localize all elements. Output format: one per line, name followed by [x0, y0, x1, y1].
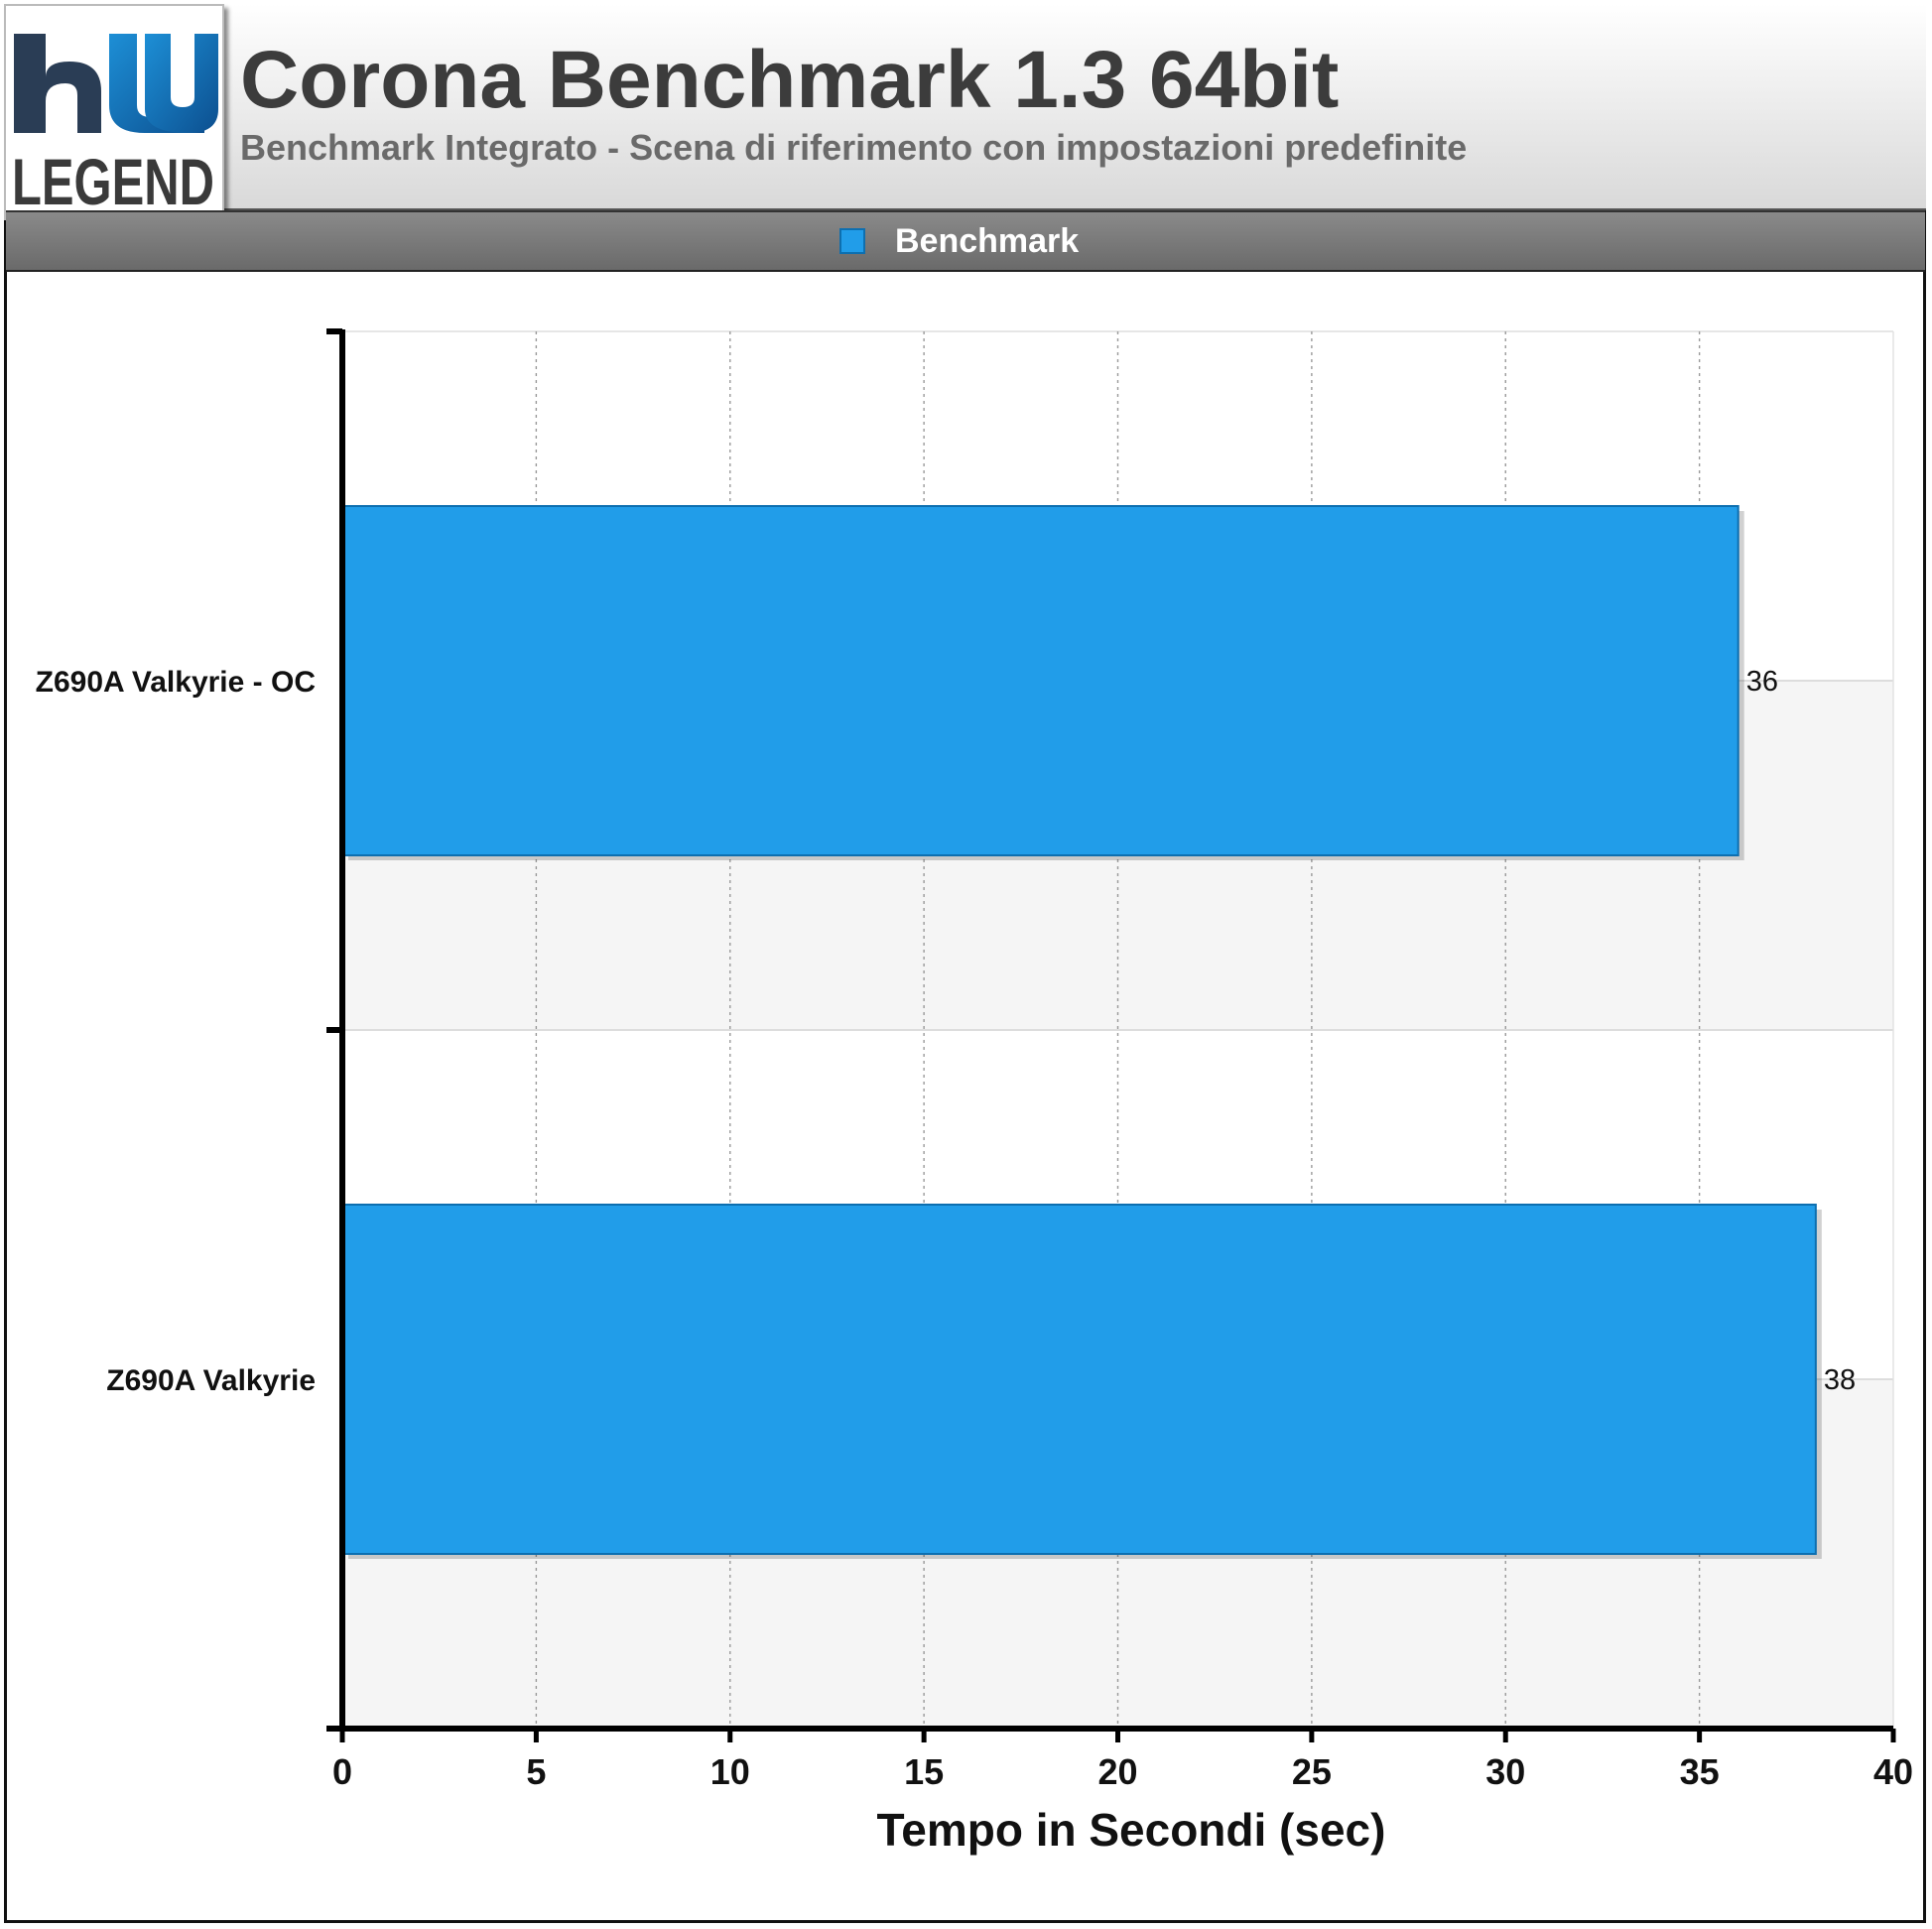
logo-text: LEGEND [12, 145, 214, 218]
chart-title: Corona Benchmark 1.3 64bit [240, 35, 1340, 125]
x-tick-label: 20 [1097, 1751, 1137, 1792]
grid-lines [535, 331, 1894, 1729]
axes [326, 328, 1896, 1742]
x-tick-label: 15 [904, 1751, 944, 1792]
category-label: Z690A Valkyrie - OC [36, 666, 316, 699]
x-tick-label: 30 [1485, 1751, 1525, 1792]
logo-mark-icon: LEGEND [12, 34, 218, 218]
x-tick-label: 25 [1292, 1751, 1332, 1792]
value-labels: 36 38 [1746, 666, 1856, 1396]
legend-swatch-benchmark [839, 228, 865, 254]
category-labels: Z690A Valkyrie - OC Z690A Valkyrie [36, 666, 316, 1397]
x-axis-title: Tempo in Secondi (sec) [877, 1804, 1386, 1856]
legend: Benchmark [6, 210, 1925, 272]
logo: LEGEND [4, 4, 224, 220]
value-label: 36 [1746, 666, 1778, 698]
bars [341, 505, 1822, 1559]
value-label: 38 [1824, 1364, 1856, 1396]
x-tick-label: 0 [332, 1751, 352, 1792]
x-tick-label: 35 [1680, 1751, 1720, 1792]
chart-subtitle: Benchmark Integrato - Scena di riferimen… [240, 127, 1468, 168]
x-tick-label: 40 [1873, 1751, 1913, 1792]
bar [341, 505, 1739, 856]
bar [341, 1204, 1817, 1555]
x-tick-label: 10 [710, 1751, 750, 1792]
x-tick-label: 5 [526, 1751, 546, 1792]
legend-label-benchmark: Benchmark [895, 222, 1080, 260]
category-label: Z690A Valkyrie [106, 1364, 316, 1397]
x-tick-labels: 0 5 10 15 20 25 30 35 40 [332, 1751, 1913, 1792]
chart-header [4, 4, 1926, 210]
